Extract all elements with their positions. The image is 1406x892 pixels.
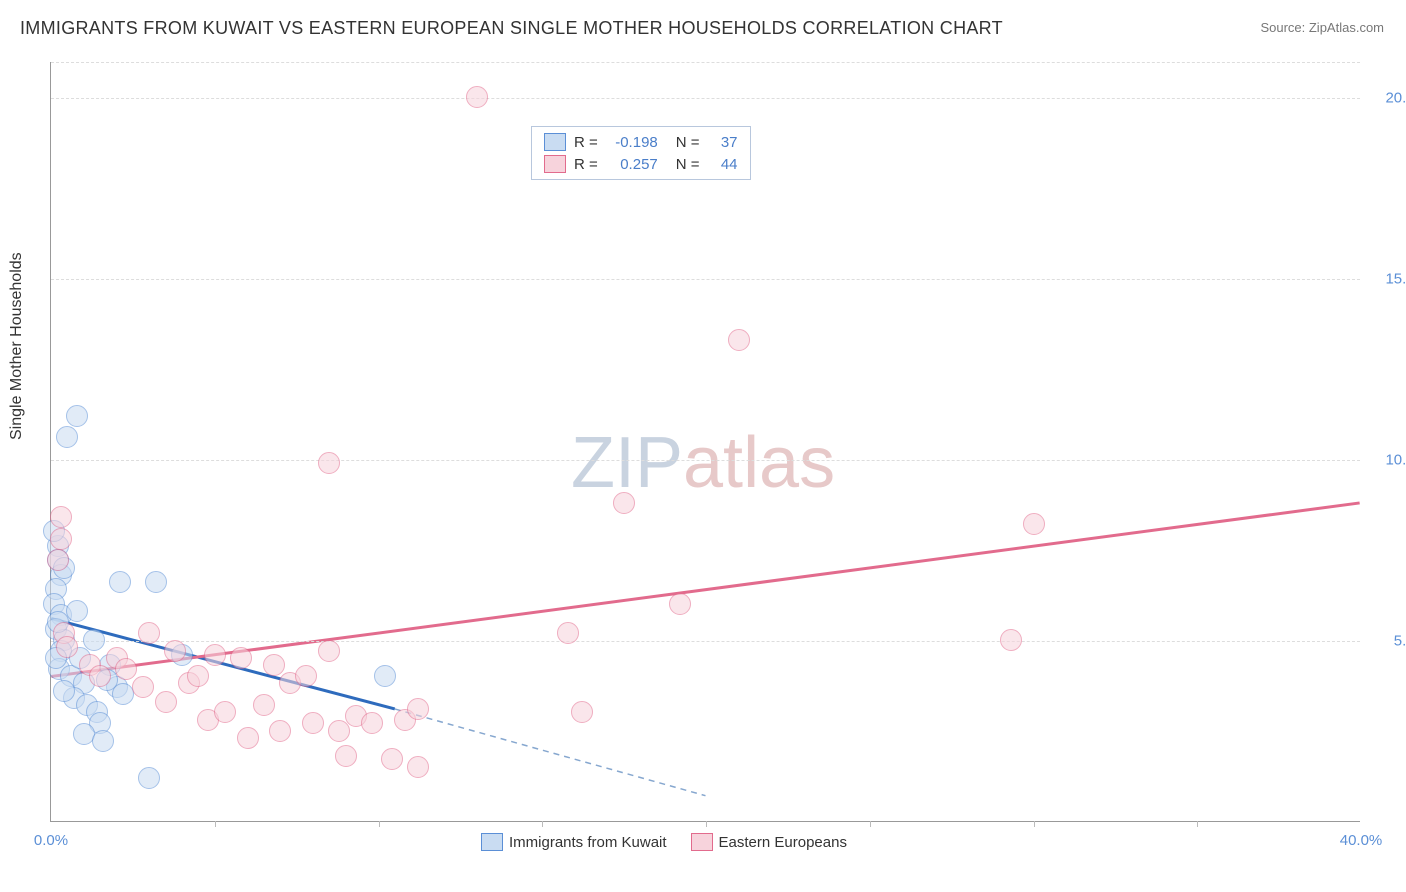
data-point-kuwait	[92, 730, 114, 752]
gridline-h	[51, 460, 1360, 461]
data-point-kuwait	[109, 571, 131, 593]
x-minor-tick	[542, 821, 543, 827]
n-value: 37	[708, 134, 738, 151]
legend-swatch	[481, 833, 503, 851]
legend-swatch	[691, 833, 713, 851]
data-point-eastern	[50, 506, 72, 528]
data-point-eastern	[164, 640, 186, 662]
legend-item-eastern: Eastern Europeans	[691, 833, 847, 851]
data-point-kuwait	[53, 680, 75, 702]
data-point-eastern	[669, 593, 691, 615]
n-label: N =	[676, 134, 700, 151]
data-point-eastern	[1000, 629, 1022, 651]
x-tick-label: 0.0%	[34, 832, 68, 849]
chart-title: IMMIGRANTS FROM KUWAIT VS EASTERN EUROPE…	[20, 18, 1003, 39]
data-point-eastern	[47, 549, 69, 571]
legend-stat-row-eastern: R = 0.257 N = 44	[544, 153, 738, 175]
source-label: Source: ZipAtlas.com	[1260, 20, 1384, 35]
legend-item-kuwait: Immigrants from Kuwait	[481, 833, 667, 851]
data-point-kuwait	[56, 426, 78, 448]
legend-swatch	[544, 133, 566, 151]
data-point-eastern	[230, 647, 252, 669]
data-point-eastern	[263, 654, 285, 676]
x-minor-tick	[1197, 821, 1198, 827]
series-legend: Immigrants from Kuwait Eastern Europeans	[481, 833, 847, 851]
data-point-eastern	[138, 622, 160, 644]
data-point-eastern	[214, 701, 236, 723]
data-point-eastern	[237, 727, 259, 749]
x-minor-tick	[1034, 821, 1035, 827]
legend-stat-row-kuwait: R = -0.198 N = 37	[544, 131, 738, 153]
gridline-h	[51, 98, 1360, 99]
data-point-eastern	[381, 748, 403, 770]
data-point-eastern	[187, 665, 209, 687]
data-point-eastern	[407, 698, 429, 720]
data-point-kuwait	[374, 665, 396, 687]
x-minor-tick	[870, 821, 871, 827]
scatter-plot-area: ZIPatlas R =-0.198N =37R =0.257N =44 Imm…	[50, 62, 1360, 822]
gridline-h	[51, 62, 1360, 63]
data-point-eastern	[89, 665, 111, 687]
r-label: R =	[574, 134, 598, 151]
data-point-eastern	[269, 720, 291, 742]
data-point-eastern	[253, 694, 275, 716]
data-point-kuwait	[66, 405, 88, 427]
data-point-eastern	[302, 712, 324, 734]
y-tick-label: 15.0%	[1368, 271, 1406, 288]
data-point-eastern	[295, 665, 317, 687]
r-value: -0.198	[606, 134, 658, 151]
data-point-eastern	[132, 676, 154, 698]
data-point-eastern	[361, 712, 383, 734]
gridline-h	[51, 641, 1360, 642]
y-axis-label: Single Mother Households	[8, 252, 26, 440]
x-minor-tick	[379, 821, 380, 827]
data-point-eastern	[204, 644, 226, 666]
legend-label: Immigrants from Kuwait	[509, 834, 667, 851]
data-point-eastern	[318, 640, 340, 662]
correlation-legend: R = -0.198 N = 37 R = 0.257 N = 44	[531, 126, 751, 180]
data-point-eastern	[115, 658, 137, 680]
n-value: 44	[708, 156, 738, 173]
data-point-eastern	[466, 86, 488, 108]
data-point-eastern	[571, 701, 593, 723]
data-point-eastern	[613, 492, 635, 514]
data-point-eastern	[557, 622, 579, 644]
n-label: N =	[676, 156, 700, 173]
data-point-eastern	[155, 691, 177, 713]
legend-label: Eastern Europeans	[719, 834, 847, 851]
legend-swatch	[544, 155, 566, 173]
data-point-eastern	[318, 452, 340, 474]
y-tick-label: 5.0%	[1368, 633, 1406, 650]
data-point-eastern	[1023, 513, 1045, 535]
data-point-eastern	[56, 636, 78, 658]
gridline-h	[51, 279, 1360, 280]
x-tick-label: 40.0%	[1340, 832, 1383, 849]
data-point-kuwait	[66, 600, 88, 622]
data-point-eastern	[335, 745, 357, 767]
data-point-kuwait	[138, 767, 160, 789]
watermark-atlas: atlas	[683, 423, 835, 503]
x-minor-tick	[706, 821, 707, 827]
data-point-eastern	[50, 528, 72, 550]
data-point-eastern	[728, 329, 750, 351]
data-point-kuwait	[145, 571, 167, 593]
r-label: R =	[574, 156, 598, 173]
data-point-eastern	[407, 756, 429, 778]
x-minor-tick	[215, 821, 216, 827]
y-tick-label: 10.0%	[1368, 452, 1406, 469]
y-tick-label: 20.0%	[1368, 90, 1406, 107]
r-value: 0.257	[606, 156, 658, 173]
watermark: ZIPatlas	[571, 422, 835, 504]
